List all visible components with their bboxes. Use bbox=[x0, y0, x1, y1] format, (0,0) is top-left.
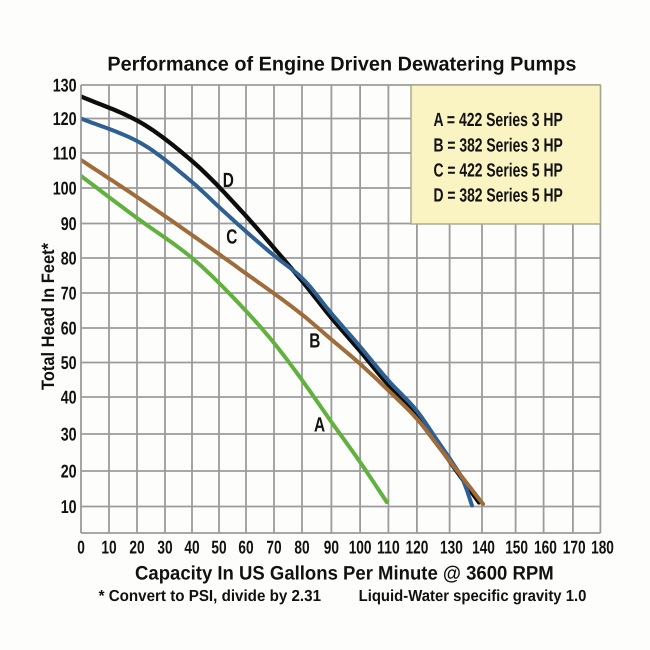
svg-text:140: 140 bbox=[472, 537, 495, 558]
svg-text:* Convert to PSI, divide by 2.: * Convert to PSI, divide by 2.31 bbox=[99, 588, 321, 605]
svg-text:50: 50 bbox=[61, 352, 77, 373]
svg-text:60: 60 bbox=[238, 537, 253, 558]
svg-text:110: 110 bbox=[53, 143, 77, 164]
svg-text:Total Head In Feet*: Total Head In Feet* bbox=[38, 243, 58, 390]
svg-text:0: 0 bbox=[77, 537, 85, 558]
svg-text:180: 180 bbox=[591, 537, 614, 558]
svg-text:60: 60 bbox=[61, 318, 77, 339]
svg-text:40: 40 bbox=[61, 387, 77, 408]
svg-text:50: 50 bbox=[211, 537, 226, 558]
svg-text:20: 20 bbox=[61, 461, 77, 482]
svg-text:150: 150 bbox=[505, 537, 528, 558]
svg-text:C = 422 Series 5 HP: C = 422 Series 5 HP bbox=[434, 160, 564, 181]
svg-text:110: 110 bbox=[377, 537, 400, 558]
svg-text:120: 120 bbox=[406, 537, 429, 558]
svg-text:A: A bbox=[314, 414, 325, 437]
svg-text:130: 130 bbox=[440, 537, 463, 558]
svg-text:90: 90 bbox=[324, 537, 339, 558]
svg-text:B: B bbox=[309, 330, 320, 353]
svg-text:70: 70 bbox=[266, 537, 281, 558]
svg-text:Performance of Engine Driven D: Performance of Engine Driven Dewatering … bbox=[107, 53, 576, 75]
svg-text:100: 100 bbox=[53, 178, 77, 199]
svg-text:30: 30 bbox=[157, 537, 172, 558]
svg-text:40: 40 bbox=[184, 537, 199, 558]
svg-text:130: 130 bbox=[53, 75, 77, 96]
svg-text:Liquid-Water specific gravity: Liquid-Water specific gravity 1.0 bbox=[359, 588, 587, 605]
svg-text:70: 70 bbox=[61, 283, 77, 304]
svg-text:C: C bbox=[226, 226, 237, 249]
svg-text:A = 422 Series 3 HP: A = 422 Series 3 HP bbox=[434, 110, 564, 131]
svg-text:D: D bbox=[223, 169, 234, 192]
svg-text:10: 10 bbox=[61, 496, 77, 517]
svg-text:170: 170 bbox=[563, 537, 586, 558]
svg-text:100: 100 bbox=[349, 537, 372, 558]
svg-text:160: 160 bbox=[534, 537, 557, 558]
svg-text:10: 10 bbox=[101, 537, 116, 558]
svg-text:30: 30 bbox=[61, 424, 77, 445]
svg-text:80: 80 bbox=[61, 248, 77, 269]
svg-text:B = 382 Series 3 HP: B = 382 Series 3 HP bbox=[434, 135, 564, 156]
svg-text:20: 20 bbox=[129, 537, 144, 558]
svg-text:Capacity In US Gallons Per Min: Capacity In US Gallons Per Minute @ 3600… bbox=[135, 562, 554, 584]
svg-text:120: 120 bbox=[53, 108, 77, 129]
svg-text:80: 80 bbox=[294, 537, 309, 558]
svg-text:90: 90 bbox=[61, 213, 77, 234]
svg-text:D = 382 Series 5 HP: D = 382 Series 5 HP bbox=[434, 185, 564, 206]
